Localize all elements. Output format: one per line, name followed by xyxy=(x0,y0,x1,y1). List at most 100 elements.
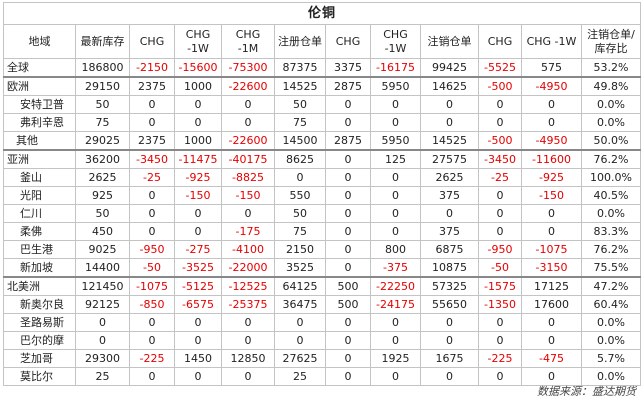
value-cell: -225 xyxy=(129,349,175,368)
value-cell: 76.2% xyxy=(580,240,642,259)
value-cell: 0 xyxy=(221,95,275,114)
value-cell: -50 xyxy=(129,258,175,278)
header-cancelled-ratio: 注销仓单/库存比 xyxy=(580,24,642,59)
value-cell: -950 xyxy=(478,240,522,259)
value-cell: 0 xyxy=(325,113,371,132)
value-cell: -375 xyxy=(370,258,421,278)
value-cell: 1925 xyxy=(370,349,421,368)
value-cell: -150 xyxy=(521,186,582,205)
value-cell: 75 xyxy=(75,113,130,132)
value-cell: 0 xyxy=(521,222,582,241)
value-cell: -150 xyxy=(174,186,222,205)
value-cell: 50 xyxy=(274,95,326,114)
value-cell: 500 xyxy=(325,276,371,296)
value-cell: 75.5% xyxy=(580,258,642,278)
value-cell: -500 xyxy=(478,131,522,151)
region-name-cell: 莫比尔 xyxy=(3,367,76,386)
value-cell: 0 xyxy=(420,204,479,223)
value-cell: 50.0% xyxy=(580,131,642,151)
value-cell: 0 xyxy=(174,95,222,114)
value-cell: 49.8% xyxy=(580,76,642,96)
value-cell: -22000 xyxy=(221,258,275,278)
value-cell: -950 xyxy=(129,240,175,259)
value-cell: -5125 xyxy=(174,276,222,296)
value-cell: 12850 xyxy=(221,349,275,368)
value-cell: 25 xyxy=(75,367,130,386)
value-cell: 6875 xyxy=(420,240,479,259)
table-row: 全球 186800 -2150 -15600 -75300 87375 3375 -16175… xyxy=(3,58,642,78)
value-cell: -3450 xyxy=(129,149,175,169)
region-name-cell: 巴生港 xyxy=(3,240,76,259)
value-cell: -475 xyxy=(521,349,582,368)
value-cell: 5.7% xyxy=(580,349,642,368)
value-cell: 50 xyxy=(75,95,130,114)
region-name-cell: 全球 xyxy=(3,58,76,78)
value-cell: -25375 xyxy=(221,295,275,314)
value-cell: -6575 xyxy=(174,295,222,314)
value-cell: -1075 xyxy=(129,276,175,296)
value-cell: 0 xyxy=(370,204,421,223)
value-cell: -50 xyxy=(478,258,522,278)
value-cell: 0 xyxy=(274,168,326,187)
value-cell: -175 xyxy=(221,222,275,241)
value-cell: 2625 xyxy=(75,168,130,187)
value-cell: 0 xyxy=(521,113,582,132)
value-cell: 0 xyxy=(370,168,421,187)
header-region: 地域 xyxy=(3,24,76,59)
region-name-cell: 柔佛 xyxy=(3,222,76,241)
value-cell: -11475 xyxy=(174,149,222,169)
region-name-cell: 北美洲 xyxy=(3,276,76,296)
value-cell: -3150 xyxy=(521,258,582,278)
value-cell: 2875 xyxy=(325,76,371,96)
value-cell: -1075 xyxy=(521,240,582,259)
value-cell: -40175 xyxy=(221,149,275,169)
value-cell: 0 xyxy=(478,186,522,205)
value-cell: -1350 xyxy=(478,295,522,314)
table-row: 弗利辛恩 75 0 0 0 75 0 0 0 0 0 0.0% xyxy=(3,113,642,132)
header-row: 地域 最新库存 CHG CHG -1W CHG -1M 注册仓单 CHG CHG… xyxy=(3,24,642,59)
value-cell: 1450 xyxy=(174,349,222,368)
table-row: 仁川 50 0 0 0 50 0 0 0 0 0 0.0% xyxy=(3,204,642,223)
value-cell: 0.0% xyxy=(580,313,642,332)
value-cell: 0 xyxy=(325,313,371,332)
value-cell: 14525 xyxy=(420,131,479,151)
value-cell: 0 xyxy=(325,349,371,368)
value-cell: -4950 xyxy=(521,131,582,151)
value-cell: 3375 xyxy=(325,58,371,78)
table-row: 亚洲 36200 -3450 -11475 -40175 8625 0 125 27575 -34… xyxy=(3,149,642,169)
region-name-cell: 亚洲 xyxy=(3,149,76,169)
region-name-cell: 光阳 xyxy=(3,186,76,205)
value-cell: 550 xyxy=(274,186,326,205)
value-cell: -25 xyxy=(129,168,175,187)
header-cancelled-warrants: 注销仓单 xyxy=(420,24,479,59)
value-cell: 14525 xyxy=(274,76,326,96)
header-chg-1m: CHG -1M xyxy=(221,24,275,59)
table-row: 欧洲 29150 2375 1000 -22600 14525 2875 5950 14625-… xyxy=(3,76,642,96)
value-cell: 0 xyxy=(221,331,275,350)
region-name-cell: 圣路易斯 xyxy=(3,313,76,332)
value-cell: 0.0% xyxy=(580,367,642,386)
value-cell: -1575 xyxy=(478,276,522,296)
value-cell: 64125 xyxy=(274,276,326,296)
value-cell: 0 xyxy=(129,222,175,241)
region-name-cell: 其他 xyxy=(3,131,76,151)
value-cell: 121450 xyxy=(75,276,130,296)
value-cell: -925 xyxy=(174,168,222,187)
header-registered-chg-1w: CHG -1W xyxy=(370,24,421,59)
value-cell: 450 xyxy=(75,222,130,241)
header-chg-1w: CHG -1W xyxy=(174,24,222,59)
value-cell: 27575 xyxy=(420,149,479,169)
value-cell: 0 xyxy=(370,113,421,132)
value-cell: 0 xyxy=(325,149,371,169)
table-row: 北美洲 121450 -1075 -5125 -12525 64125 500 -22250 5… xyxy=(3,276,642,296)
value-cell: 0 xyxy=(325,186,371,205)
value-cell: 36475 xyxy=(274,295,326,314)
value-cell: 0 xyxy=(370,222,421,241)
value-cell: 1000 xyxy=(174,76,222,96)
value-cell: 0 xyxy=(325,258,371,278)
value-cell: 0 xyxy=(274,331,326,350)
header-cancelled-chg-1w: CHG -1W xyxy=(521,24,582,59)
value-cell: 87375 xyxy=(274,58,326,78)
value-cell: 0.0% xyxy=(580,331,642,350)
